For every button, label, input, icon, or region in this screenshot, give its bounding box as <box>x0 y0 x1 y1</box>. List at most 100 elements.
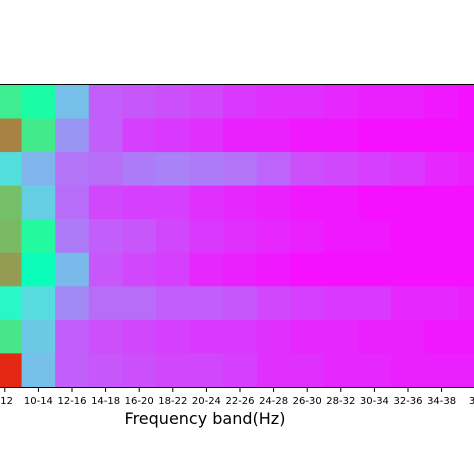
heatmap-cell <box>88 286 123 321</box>
heatmap-cell <box>256 353 291 388</box>
heatmap-cell <box>189 85 224 120</box>
heatmap-cell <box>223 353 258 388</box>
heatmap-cell <box>256 118 291 153</box>
x-tick-label: 16-20 <box>125 396 154 407</box>
heatmap-cell <box>256 219 291 254</box>
heatmap-cell <box>424 286 459 321</box>
heatmap-cell <box>458 252 474 287</box>
heatmap-cell <box>256 252 291 287</box>
heatmap-cell <box>21 152 56 187</box>
heatmap-cell <box>458 286 474 321</box>
heatmap-cell <box>21 252 56 287</box>
heatmap-cell <box>0 118 23 153</box>
heatmap-cell <box>391 319 426 354</box>
heatmap-cell <box>0 185 23 220</box>
heatmap-cell <box>0 219 23 254</box>
heatmap-cell <box>0 353 23 388</box>
heatmap-cell <box>189 219 224 254</box>
heatmap-cell <box>189 185 224 220</box>
heatmap-cell <box>223 85 258 120</box>
heatmap-cell <box>256 319 291 354</box>
x-tick-label: 28-32 <box>326 396 355 407</box>
heatmap-cell <box>290 286 325 321</box>
heatmap-cell <box>122 319 157 354</box>
heatmap-cell <box>156 118 191 153</box>
heatmap-cell <box>55 252 90 287</box>
heatmap-cell <box>424 319 459 354</box>
x-tick-label: 18-22 <box>158 396 187 407</box>
x-tick-label: 22-26 <box>225 396 254 407</box>
heatmap-cell <box>290 252 325 287</box>
heatmap-cell <box>458 85 474 120</box>
heatmap-cell <box>21 185 56 220</box>
heatmap-cell <box>424 219 459 254</box>
heatmap-cell <box>21 286 56 321</box>
x-tick-label: 32-36 <box>393 396 422 407</box>
heatmap-cell <box>256 152 291 187</box>
heatmap-cell <box>0 252 23 287</box>
x-tick-label: 20-24 <box>192 396 221 407</box>
heatmap-cell <box>391 353 426 388</box>
heatmap-cell <box>324 286 359 321</box>
heatmap-cell <box>0 85 23 120</box>
heatmap-cell <box>424 353 459 388</box>
heatmap-cell <box>189 152 224 187</box>
heatmap-cell <box>290 185 325 220</box>
heatmap-cell <box>357 185 392 220</box>
x-tick-label: 26-30 <box>293 396 322 407</box>
heatmap-cell <box>189 118 224 153</box>
heatmap-cell <box>290 118 325 153</box>
heatmap-cell <box>357 152 392 187</box>
heatmap-cell <box>55 319 90 354</box>
x-tick-label: -12 <box>0 396 13 407</box>
x-tick-label: 10-14 <box>24 396 53 407</box>
heatmap-cell <box>0 319 23 354</box>
heatmap-cell <box>55 152 90 187</box>
heatmap-cell <box>156 252 191 287</box>
heatmap-cell <box>21 85 56 120</box>
heatmap-cell <box>156 185 191 220</box>
heatmap-cell <box>0 152 23 187</box>
heatmap-cell <box>391 185 426 220</box>
heatmap-cell <box>357 252 392 287</box>
heatmap-cell <box>156 219 191 254</box>
heatmap-cells <box>0 85 474 388</box>
heatmap-cell <box>357 319 392 354</box>
heatmap-cell <box>21 353 56 388</box>
heatmap-cell <box>189 286 224 321</box>
heatmap-cell <box>55 353 90 388</box>
heatmap-cell <box>88 319 123 354</box>
x-tick-label: 24-28 <box>259 396 288 407</box>
heatmap-cell <box>391 219 426 254</box>
heatmap-cell <box>55 85 90 120</box>
heatmap-cell <box>324 152 359 187</box>
heatmap-cell <box>122 85 157 120</box>
heatmap-cell <box>357 219 392 254</box>
heatmap-cell <box>21 118 56 153</box>
heatmap-cell <box>256 286 291 321</box>
heatmap-cell <box>223 185 258 220</box>
heatmap-cell <box>223 286 258 321</box>
heatmap-cell <box>391 252 426 287</box>
heatmap-cell <box>357 286 392 321</box>
heatmap-cell <box>223 152 258 187</box>
heatmap-cell <box>324 85 359 120</box>
heatmap-cell <box>189 319 224 354</box>
x-axis-label: Frequency band(Hz) <box>125 409 286 428</box>
heatmap-cell <box>324 252 359 287</box>
x-axis-ticks: -12 10-14 12-16 14-18 16-20 18-22 20-24 22-26 24… <box>0 387 474 407</box>
x-tick-label: 34-38 <box>427 396 456 407</box>
heatmap-cell <box>458 219 474 254</box>
heatmap-cell <box>290 152 325 187</box>
heatmap-cell <box>0 286 23 321</box>
heatmap-cell <box>122 353 157 388</box>
heatmap-cell <box>156 286 191 321</box>
heatmap-cell <box>424 85 459 120</box>
x-tick-label: 36 <box>469 396 474 407</box>
heatmap-cell <box>324 219 359 254</box>
heatmap-cell <box>391 152 426 187</box>
heatmap-cell <box>189 252 224 287</box>
heatmap-cell <box>122 152 157 187</box>
x-tick-label: 12-16 <box>57 396 86 407</box>
heatmap-cell <box>424 185 459 220</box>
